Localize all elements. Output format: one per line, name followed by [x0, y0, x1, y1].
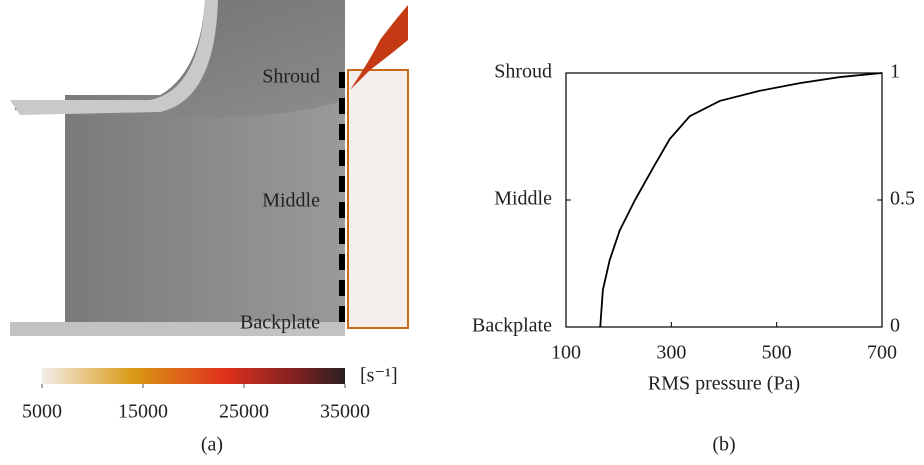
render	[10, 0, 409, 336]
caption: (a)	[201, 434, 223, 456]
y2-tick-label: 1	[890, 61, 900, 83]
colorbar-tick-label: 25000	[219, 401, 269, 423]
colorbar-tick-label: 5000	[22, 401, 62, 423]
x-tick-label: 700	[867, 342, 897, 364]
y-tick-label: Middle	[494, 188, 552, 210]
colorbar	[42, 368, 345, 384]
y2-tick-label: 0	[890, 315, 900, 337]
render-label: Backplate	[240, 312, 320, 334]
render-label: Middle	[262, 190, 320, 212]
colorbar-tick-label: 15000	[118, 401, 168, 423]
y2-tick-label: 0.5	[890, 188, 915, 210]
y-tick-label: Shroud	[494, 61, 552, 83]
x-axis-label: RMS pressure (Pa)	[648, 373, 800, 395]
x-tick-label: 500	[762, 342, 792, 364]
data-line	[599, 72, 883, 328]
render-label: Shroud	[262, 66, 320, 88]
colorbar-unit: [s⁻¹]	[360, 365, 398, 387]
colorbar-tick-label: 35000	[320, 401, 370, 423]
x-tick-label: 300	[656, 342, 686, 364]
x-tick-label: 100	[551, 342, 581, 364]
y-tick-label: Backplate	[472, 315, 552, 337]
caption: (b)	[712, 434, 735, 456]
plot-frame	[565, 72, 883, 328]
